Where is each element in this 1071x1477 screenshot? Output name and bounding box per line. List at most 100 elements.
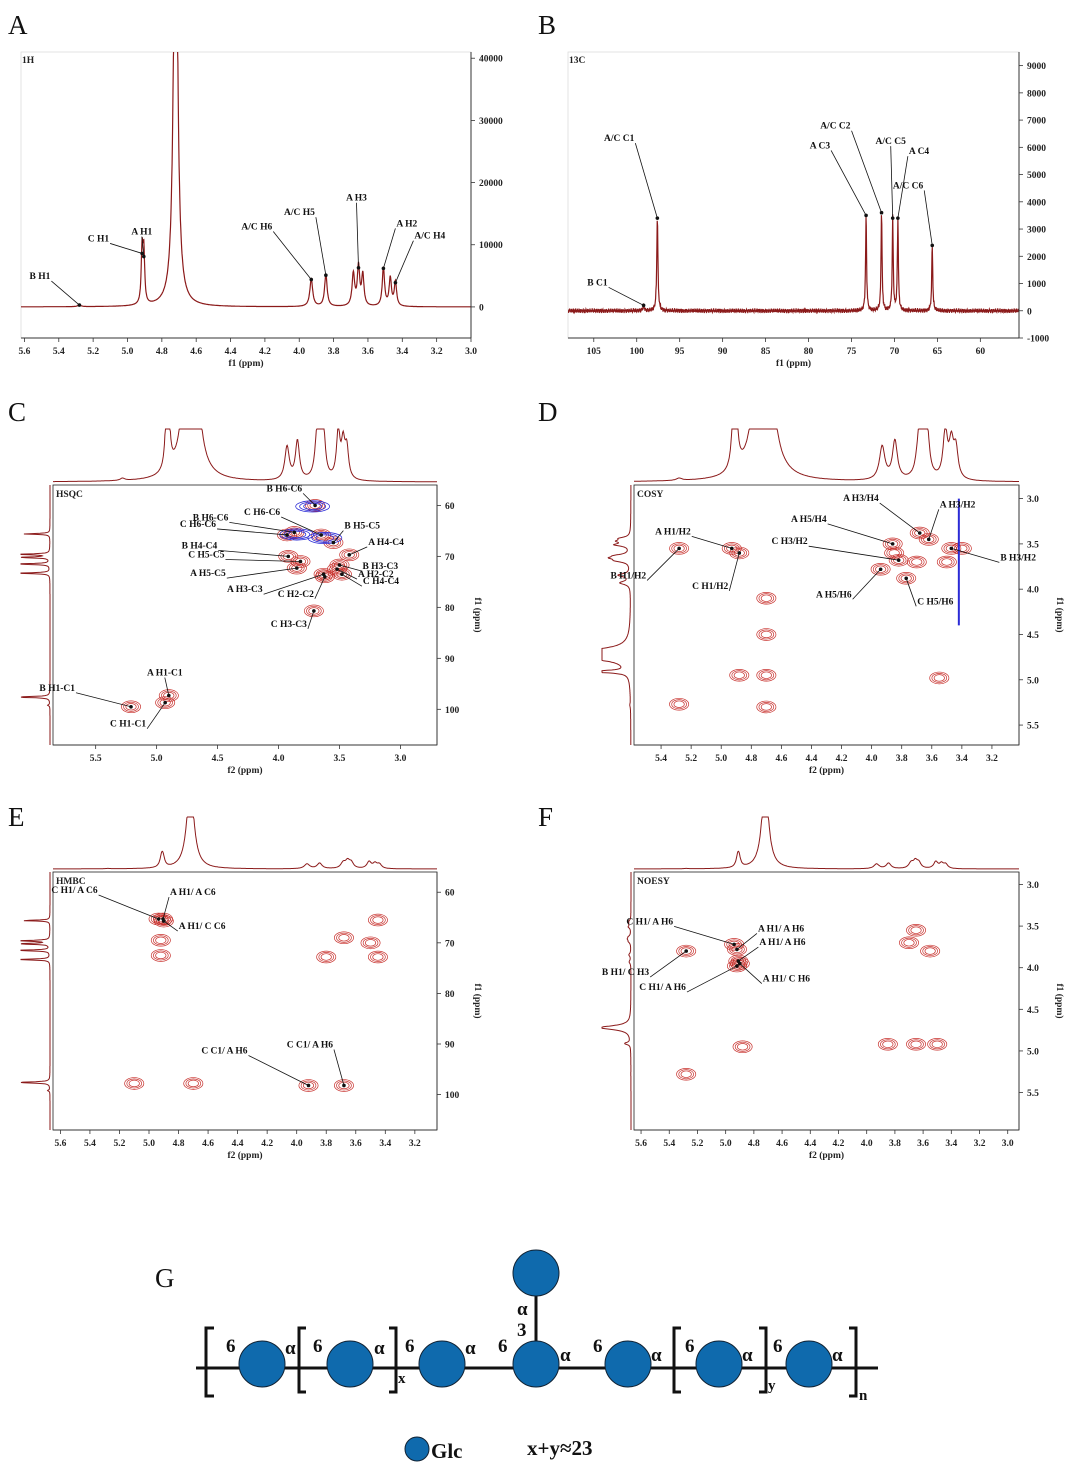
annotation-label-E-2: A H1/ C C6 (179, 922, 226, 932)
branch-linkage: 3 (517, 1320, 527, 1341)
x-tick-label-F-9: 3.8 (889, 1139, 901, 1149)
annotation-arrowhead-D-0 (729, 546, 734, 551)
x-tick-label-A-0: 5.6 (18, 347, 30, 357)
contour-F-13-3 (920, 944, 941, 958)
x-axis-label-D: f2 (ppm) (809, 765, 844, 776)
plot-area-E (52, 871, 438, 1131)
left-projection-C (20, 485, 51, 745)
x-tick-label-F-4: 4.8 (748, 1139, 760, 1149)
x-tick-label-A-10: 3.6 (362, 347, 374, 357)
annotation-arrowhead-C-9 (295, 566, 299, 570)
contour-C-14-3 (303, 604, 324, 618)
x-tick-label-F-7: 4.2 (833, 1139, 845, 1149)
contour-E-4-2 (336, 1080, 352, 1091)
legend-glc-label: Glc (431, 1439, 463, 1463)
contour-D-10-1 (760, 630, 772, 639)
x-tick-label-E-1: 5.4 (84, 1139, 96, 1149)
contour-D-14-1 (733, 671, 745, 679)
anomer-7: α (832, 1345, 843, 1366)
annotation-label-F-1: A H1/ A H6 (758, 924, 804, 934)
annotation-arrowhead-B-1 (655, 216, 660, 220)
annotation-label-D-4: A H3/H2 (940, 500, 976, 510)
annotation-arrow-E-3 (248, 1055, 309, 1086)
annotation-arrow-C-14 (307, 610, 315, 630)
contour-E-3-2 (300, 1080, 317, 1091)
x-tick-label-D-11: 3.2 (986, 754, 998, 764)
anomer-3: α (465, 1338, 476, 1359)
linkage-7: 6 (773, 1336, 783, 1357)
annotation-arrow-D-3 (879, 502, 920, 534)
annotation-label-A-1: C H1 (88, 234, 110, 244)
x-tick-label-B-4: 85 (761, 347, 771, 357)
annotation-arrowhead-C-4 (331, 540, 336, 545)
contour-C-16-1 (125, 703, 137, 711)
contour-F-1-2 (729, 944, 745, 955)
anomer-4: α (560, 1345, 571, 1366)
x-tick-label-A-9: 3.8 (328, 347, 340, 357)
contour-F-8-2 (929, 1039, 945, 1050)
y-tick-label-B-2: 1000 (1027, 280, 1046, 290)
contour-D-18-1 (941, 558, 953, 566)
annotation-label-B-3: A/C C2 (820, 122, 851, 132)
contour-E-8-2 (362, 937, 379, 948)
annotation-arrow-D-9 (905, 578, 917, 607)
x-tick-label-F-2: 5.2 (692, 1139, 704, 1149)
contour-F-10-3 (676, 1067, 697, 1081)
contour-D-8-2 (872, 564, 889, 575)
annotation-arrowhead-C-1 (292, 530, 297, 535)
annotation-arrowhead-D-8 (878, 567, 883, 572)
contour-E-3-1 (302, 1081, 315, 1090)
x-tick-label-B-8: 65 (933, 347, 943, 357)
contour-neg-C-2-1 (315, 534, 335, 542)
annotation-arrow-A-5 (356, 202, 359, 268)
annotation-label-C-16: B H1-C1 (39, 684, 75, 694)
annotation-arrow-F-0 (674, 926, 735, 945)
bracket-y-open (672, 1326, 681, 1394)
annotation-arrow-E-4 (333, 1049, 345, 1086)
contours-C (121, 499, 360, 714)
left-projection-F (601, 872, 632, 1130)
annotation-arrowhead-A-7 (393, 280, 398, 285)
contour-D-20-3 (951, 542, 972, 555)
contour-F-9-2 (734, 1041, 751, 1052)
x-tick-label-F-10: 3.6 (917, 1139, 929, 1149)
annotation-arrowhead-F-1 (735, 947, 739, 952)
contour-D-4-3 (918, 533, 939, 546)
x-tick-label-F-3: 5.0 (720, 1139, 732, 1149)
x-tick-label-E-12: 3.2 (409, 1139, 421, 1149)
glc-unit-1 (238, 1340, 286, 1388)
annotation-label-B-4: A/C C5 (876, 137, 907, 147)
contours-D (669, 498, 972, 714)
x-tick-label-A-3: 5.0 (122, 347, 134, 357)
annotation-arrow-C-5 (218, 549, 289, 557)
annotation-arrow-D-5 (827, 523, 893, 545)
contour-D-3-1 (914, 529, 926, 537)
annotation-arrowhead-C-13 (323, 574, 327, 579)
bracket-y-close (759, 1326, 768, 1394)
contour-C-0-3 (305, 499, 326, 512)
annotation-label-A-5: A H3 (346, 194, 367, 204)
annotation-label-C-3: C H6-C6 (244, 508, 280, 518)
bracket-n-close (849, 1326, 858, 1398)
contour-E-6-3 (150, 949, 171, 962)
annotation-label-F-4: C H1/ A H6 (639, 983, 686, 993)
contour-F-6-2 (880, 1039, 896, 1050)
x-tick-label-D-3: 4.8 (745, 754, 757, 764)
annotation-label-C-12: A H3-C3 (227, 585, 263, 595)
annotation-arrow-C-9 (226, 567, 297, 579)
x-tick-label-E-10: 3.6 (350, 1139, 362, 1149)
contour-D-19-3 (884, 546, 905, 560)
y-tick-label-C-2: 80 (445, 604, 455, 614)
spectrum-title-B: 13C (569, 56, 586, 66)
spectrum-title-F: NOESY (637, 877, 670, 887)
contour-D-19-1 (888, 549, 900, 557)
annotation-label-B-0: B C1 (587, 278, 608, 288)
y-tick-label-F-2: 4.0 (1027, 964, 1039, 974)
contour-F-12-2 (901, 937, 917, 948)
y-tick-label-E-2: 80 (445, 990, 455, 1000)
annotation-arrow-E-1 (162, 896, 170, 920)
panel-e: E HMBC 5.6 5.4 5.2 5.0 4.8 4.6 4.4 4.2 4.0 3.8 3.6 3.… (8, 802, 483, 1161)
annotation-label-E-3: C C1/ A H6 (201, 1046, 247, 1056)
annotation-label-D-7: B H3/H2 (1000, 553, 1036, 563)
